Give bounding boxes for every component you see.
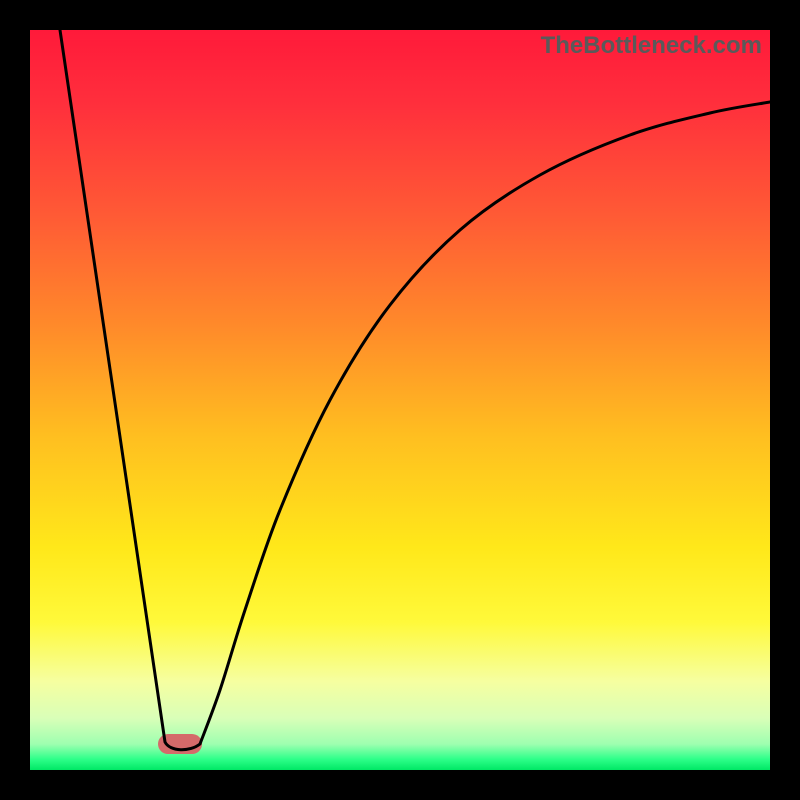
gradient-background [30,30,770,770]
chart-frame: TheBottleneck.com [0,0,800,800]
plot-area [30,30,770,770]
watermark-text: TheBottleneck.com [541,32,762,60]
plot-svg [30,30,770,770]
